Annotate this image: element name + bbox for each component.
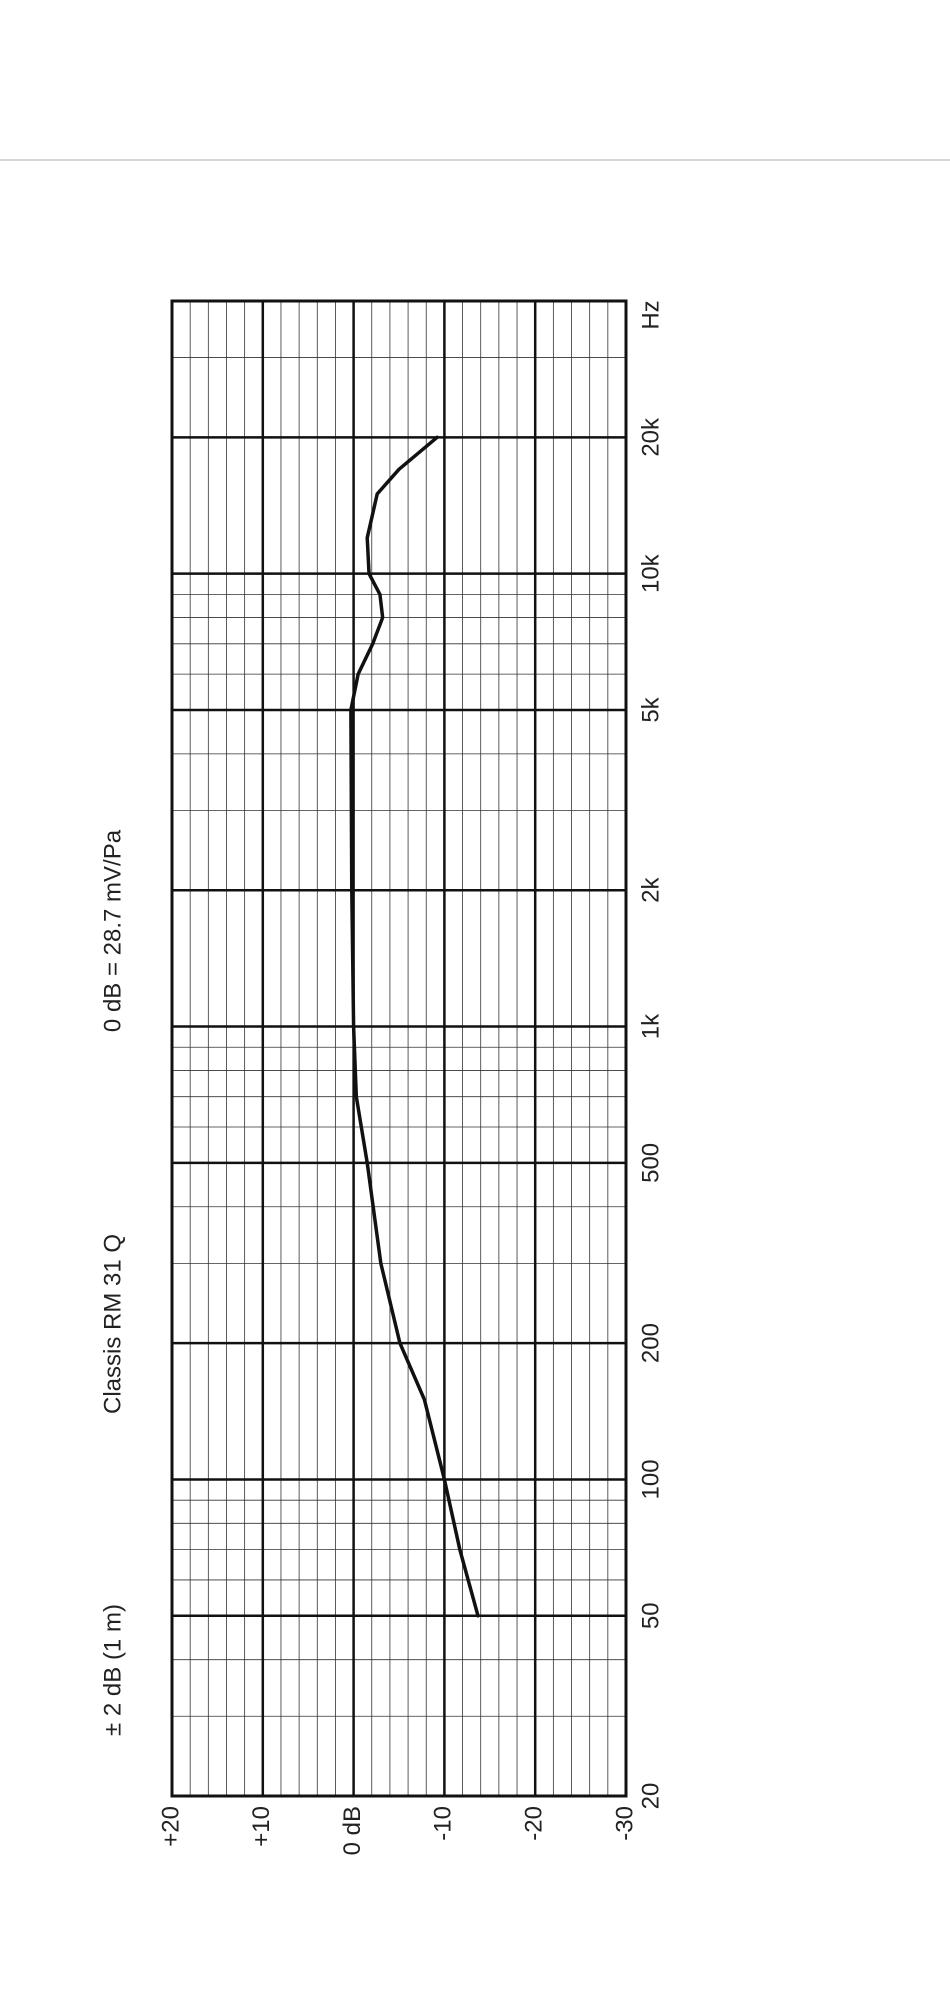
x-tick-label: 1k <box>637 1013 664 1039</box>
y-tick-label: +10 <box>248 1806 275 1847</box>
x-tick-label: 20k <box>637 417 664 457</box>
x-tick-label: 20 <box>637 1783 664 1810</box>
x-tick-label: 50 <box>637 1602 664 1629</box>
y-tick-label: 0 dB <box>339 1806 366 1855</box>
annotation: ± 2 dB (1 m) <box>99 1604 126 1736</box>
x-unit-label: Hz <box>637 300 664 329</box>
plot-frame <box>170 299 628 1798</box>
plot <box>349 435 480 1618</box>
chart-subtitle: 0 dB = 28.7 mV/Pa <box>99 829 126 1032</box>
x-tick-label: 100 <box>637 1459 664 1499</box>
y-tick-label: -10 <box>430 1806 457 1841</box>
x-tick-label: 200 <box>637 1323 664 1363</box>
x-tick-label: 5k <box>637 696 664 722</box>
y-tick-label: -20 <box>521 1806 548 1841</box>
x-tick-label: 2k <box>637 877 664 903</box>
response-curve <box>349 435 480 1618</box>
x-tick-label: 10k <box>637 553 664 593</box>
x-tick-label: 500 <box>637 1143 664 1183</box>
y-tick-label: +20 <box>157 1806 184 1847</box>
y-tick-label: -30 <box>611 1806 638 1841</box>
chart-title: Classis RM 31 Q <box>99 1234 126 1414</box>
grid: 20 50 100 200 500 1k 2k 5k 10k 20k Hz +20 +10 0 dB -10… <box>157 299 664 1855</box>
